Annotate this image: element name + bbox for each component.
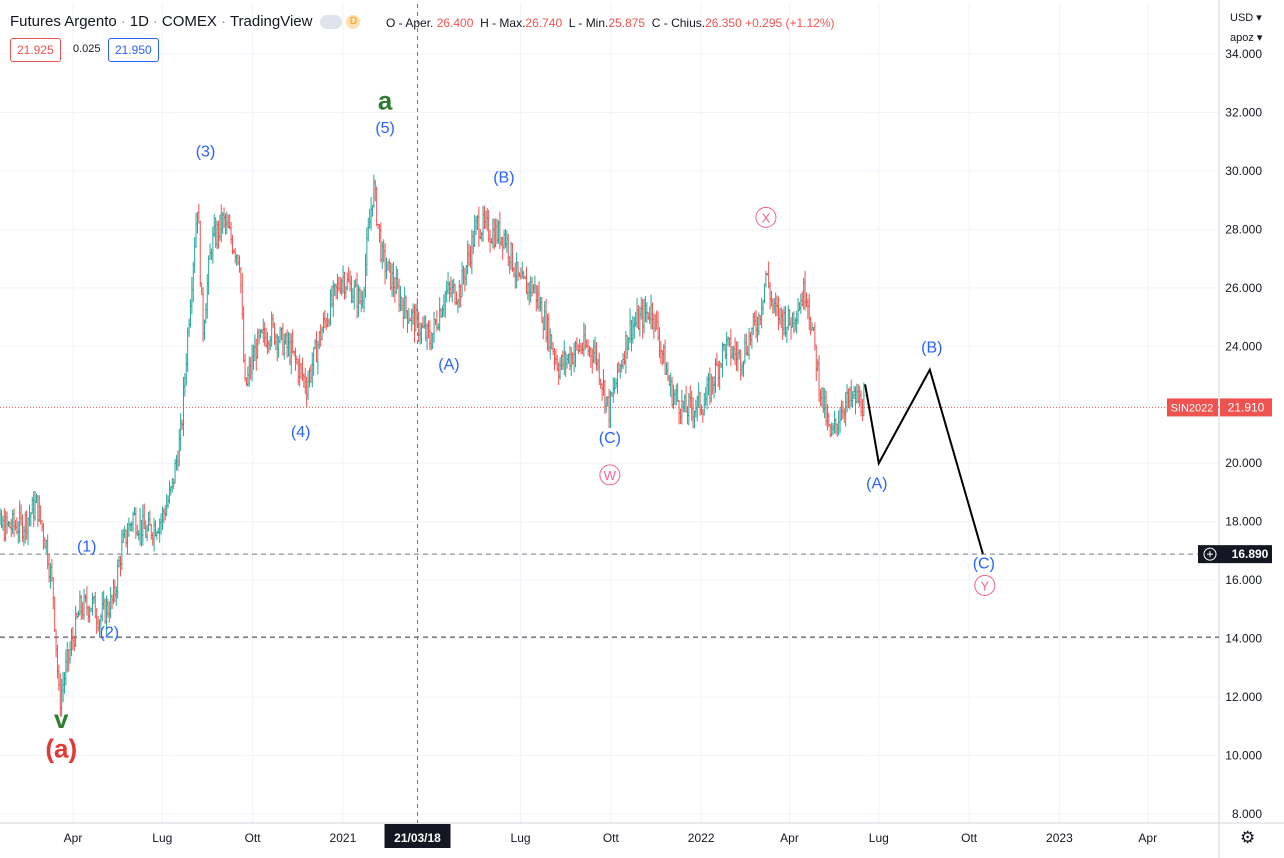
symbol-tag-label: SIN2022 (1171, 402, 1214, 414)
time-tick-label: Ott (603, 831, 620, 845)
delayed-data-badge[interactable]: D (346, 15, 361, 30)
wave-label[interactable]: (C) (973, 555, 995, 572)
wave-label[interactable]: (4) (291, 424, 311, 441)
time-tick-label: Apr (780, 831, 799, 845)
price-tick-label: 20.000 (1225, 456, 1262, 470)
ohlc-readout: O - Aper. 26.400 H - Max.26.740 L - Min.… (386, 16, 835, 30)
price-tick-label: 8.000 (1232, 807, 1262, 821)
wave-label[interactable]: (2) (100, 625, 120, 642)
symbol-price-tag (1167, 398, 1218, 417)
wave-label[interactable]: (B) (921, 339, 942, 356)
wave-label-circle (755, 206, 777, 228)
exchange-label: COMEX (161, 13, 217, 30)
platform-label: TradingView (229, 13, 313, 30)
price-tick-label: 26.000 (1225, 281, 1262, 295)
wave-label[interactable]: v (54, 704, 69, 734)
price-tick-label: 28.000 (1225, 222, 1262, 236)
wave-label[interactable]: (C) (599, 430, 621, 447)
wave-label[interactable]: (a) (45, 733, 77, 763)
change-value: +0.295 (+1.12%) (745, 16, 835, 30)
time-tick-label: Ott (245, 831, 262, 845)
add-level-icon[interactable] (1203, 547, 1217, 561)
crosshair-date-label: 21/03/18 (394, 831, 441, 845)
time-tick-label: Ott (961, 831, 978, 845)
crosshair-date-tag (384, 824, 451, 848)
price-tick-label: 34.000 (1225, 47, 1262, 61)
wave-label-circle (599, 464, 621, 486)
projection-path[interactable] (864, 367, 984, 555)
crosshair-price-tag (1198, 545, 1272, 564)
spread-value: 0.025 (73, 43, 101, 55)
time-tick-label: 2023 (1046, 831, 1073, 845)
price-tick-label: 18.000 (1225, 515, 1262, 529)
wave-label[interactable]: (1) (77, 539, 97, 556)
price-tick-label: 10.000 (1225, 749, 1262, 763)
market-status-icon (320, 15, 343, 30)
settings-gear-icon[interactable]: ⚙ (1240, 828, 1256, 847)
wave-label[interactable]: X (762, 210, 771, 225)
wave-label[interactable]: W (604, 468, 617, 483)
time-tick-label: Apr (64, 831, 83, 845)
wave-label[interactable]: (3) (196, 143, 216, 160)
price-tick-label: 14.000 (1225, 632, 1262, 646)
time-tick-label: 2022 (688, 831, 715, 845)
chart-header: Futures Argento · 1D · COMEX · TradingView D (10, 13, 361, 30)
wave-label[interactable]: (A) (438, 357, 459, 374)
time-tick-label: Lug (152, 831, 172, 845)
wave-label[interactable]: (A) (866, 476, 887, 493)
wave-label[interactable]: a (378, 86, 393, 116)
low-value: 25.875 (608, 16, 646, 30)
open-value: 26.400 (436, 16, 474, 30)
price-tick-label: 32.000 (1225, 105, 1262, 119)
symbol-title[interactable]: Futures Argento (10, 13, 117, 30)
currency-selector[interactable]: USD ▾ (1230, 12, 1262, 24)
wave-label[interactable]: Y (980, 578, 989, 593)
crosshair-price-label: 16.890 (1232, 547, 1269, 561)
last-price-label: 21.910 (1228, 400, 1265, 414)
wave-label[interactable]: (5) (375, 120, 395, 137)
ask-price-box[interactable]: 21.950 (108, 38, 159, 62)
wave-label-circle (974, 574, 996, 596)
price-tick-label: 12.000 (1225, 690, 1262, 704)
time-tick-label: Apr (1138, 831, 1157, 845)
close-value: 26.350 (705, 16, 742, 30)
time-tick-label: 2021 (330, 831, 357, 845)
wave-label[interactable]: (B) (493, 170, 514, 187)
last-price-tag (1220, 398, 1272, 417)
interval-label[interactable]: 1D (129, 13, 149, 30)
price-tick-label: 30.000 (1225, 164, 1262, 178)
time-tick-label: Lug (511, 831, 531, 845)
high-value: 26.740 (525, 16, 563, 30)
bid-price-box[interactable]: 21.925 (10, 38, 61, 62)
scale-mode-selector[interactable]: apoz ▾ (1230, 32, 1263, 44)
price-tick-label: 16.000 (1225, 573, 1262, 587)
price-tick-label: 24.000 (1225, 339, 1262, 353)
time-tick-label: Lug (869, 831, 889, 845)
